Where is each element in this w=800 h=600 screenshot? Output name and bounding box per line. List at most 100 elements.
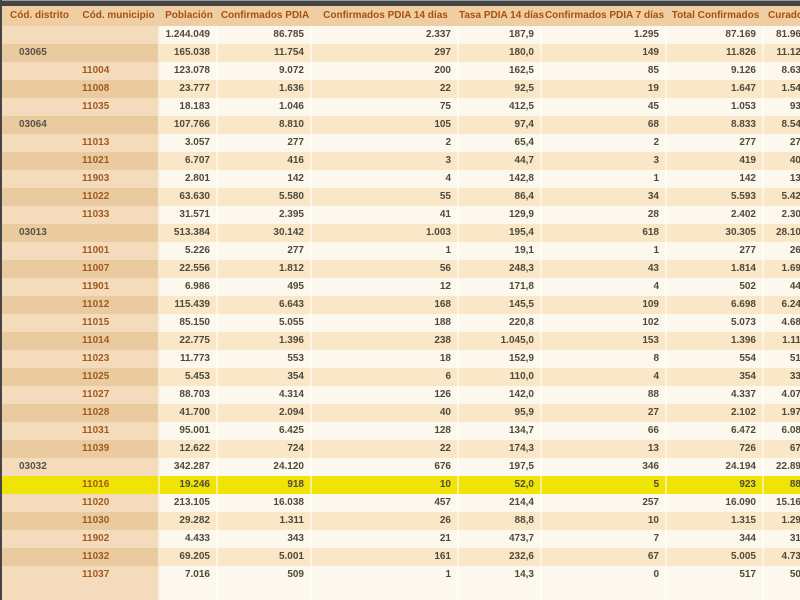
cell-confirmados_pdia_14: 6: [312, 368, 459, 386]
table-row[interactable]: 11022 63.630 5.580 55 86,4 34 5.593 5.42: [2, 188, 800, 206]
cell-confirmados_pdia_7: 4: [542, 278, 667, 296]
table-row[interactable]: 11035 18.183 1.046 75 412,5 45 1.053 93: [2, 98, 800, 116]
cell-municipio: 11033: [77, 206, 160, 224]
cell-distrito: [2, 404, 77, 422]
cell-curados: 27: [764, 134, 800, 152]
cell-tasa_pdia_14: 52,0: [459, 476, 542, 494]
table-row[interactable]: 11903 2.801 142 4 142,8 1 142 13: [2, 170, 800, 188]
cell-confirmados_pdia: 30.142: [218, 224, 312, 242]
cell-confirmados_pdia_14: 1: [312, 566, 459, 584]
cell-poblacion: 19.246: [160, 476, 218, 494]
column-header-poblacion[interactable]: Población: [160, 6, 218, 26]
column-header-confirmados-pdia-14-dias[interactable]: Confirmados PDIA 14 días: [312, 6, 459, 26]
cell-distrito: [2, 314, 77, 332]
table-row[interactable]: 11021 6.707 416 3 44,7 3 419 40: [2, 152, 800, 170]
table-row[interactable]: 11028 41.700 2.094 40 95,9 27 2.102 1.97: [2, 404, 800, 422]
cell-tasa_pdia_14: 152,9: [459, 350, 542, 368]
column-header-confirmados-pdia[interactable]: Confirmados PDIA: [218, 6, 312, 26]
cell-distrito: [2, 368, 77, 386]
table-row[interactable]: 11020 213.105 16.038 457 214,4 257 16.090 15.16: [2, 494, 800, 512]
table-row[interactable]: 11008 23.777 1.636 22 92,5 19 1.647 1.54: [2, 80, 800, 98]
table-row[interactable]: 11027 88.703 4.314 126 142,0 88 4.337 4.07: [2, 386, 800, 404]
cell-confirmados_pdia_7: 618: [542, 224, 667, 242]
column-header-total-confirmados[interactable]: Total Confirmados: [667, 6, 764, 26]
cell-confirmados_pdia_7: 67: [542, 548, 667, 566]
cell-confirmados_pdia: 2.094: [218, 404, 312, 422]
cell-curados: 6.08: [764, 422, 800, 440]
column-header-curados[interactable]: Curados: [764, 6, 800, 26]
column-header-distrito[interactable]: Cód. distrito: [2, 6, 77, 26]
table-row[interactable]: 11001 5.226 277 1 19,1 1 277 26: [2, 242, 800, 260]
column-header-confirmados-pdia-7-dias[interactable]: Confirmados PDIA 7 días: [542, 6, 667, 26]
cell-curados: 1.29: [764, 512, 800, 530]
cell-curados: 31: [764, 530, 800, 548]
cell-curados: 28.10: [764, 224, 800, 242]
cell-curados: 2.30: [764, 206, 800, 224]
cell-confirmados_pdia_7: 153: [542, 332, 667, 350]
table-row[interactable]: 03065 165.038 11.754 297 180,0 149 11.826 11.12: [2, 44, 800, 62]
table-row[interactable]: 11032 69.205 5.001 161 232,6 67 5.005 4.73: [2, 548, 800, 566]
cell-confirmados_pdia_14: 4: [312, 170, 459, 188]
cell-curados: 88: [764, 476, 800, 494]
table-row[interactable]: 11030 29.282 1.311 26 88,8 10 1.315 1.29: [2, 512, 800, 530]
cell-confirmados_pdia: 416: [218, 152, 312, 170]
cell-total_confirmados: 5.005: [667, 548, 764, 566]
table-row[interactable]: 11033 31.571 2.395 41 129,9 28 2.402 2.30: [2, 206, 800, 224]
column-header-municipio[interactable]: Cód. municipio: [77, 6, 160, 26]
cell-municipio: 11031: [77, 422, 160, 440]
cell-total_confirmados: 30.305: [667, 224, 764, 242]
table-row[interactable]: 03032 342.287 24.120 676 197,5 346 24.194 22.89: [2, 458, 800, 476]
cell-confirmados_pdia_14: 238: [312, 332, 459, 350]
cell-confirmados_pdia_7: 1: [542, 170, 667, 188]
cell-empty: [459, 584, 542, 600]
table-row[interactable]: 11025 5.453 354 6 110,0 4 354 33: [2, 368, 800, 386]
cell-confirmados_pdia_14: 22: [312, 80, 459, 98]
table-row[interactable]: 1.244.049 86.785 2.337 187,9 1.295 87.169 81.9…: [2, 26, 800, 44]
cell-total_confirmados: 419: [667, 152, 764, 170]
cell-confirmados_pdia_7: 13: [542, 440, 667, 458]
table-row[interactable]: 11037 7.016 509 1 14,3 0 517 50: [2, 566, 800, 584]
cell-curados: 1.54: [764, 80, 800, 98]
table-row-partial[interactable]: [2, 584, 800, 600]
table-row[interactable]: 03064 107.766 8.810 105 97,4 68 8.833 8.54: [2, 116, 800, 134]
table-row[interactable]: 11015 85.150 5.055 188 220,8 102 5.073 4.68: [2, 314, 800, 332]
cell-confirmados_pdia_7: 257: [542, 494, 667, 512]
table-row[interactable]: 11014 22.775 1.396 238 1.045,0 153 1.396 1.11: [2, 332, 800, 350]
table-row[interactable]: 11007 22.556 1.812 56 248,3 43 1.814 1.69: [2, 260, 800, 278]
cell-municipio: [77, 458, 160, 476]
cell-total_confirmados: 6.698: [667, 296, 764, 314]
table-row[interactable]: 11023 11.773 553 18 152,9 8 554 51: [2, 350, 800, 368]
table-row[interactable]: 11013 3.057 277 2 65,4 2 277 27: [2, 134, 800, 152]
cell-poblacion: 342.287: [160, 458, 218, 476]
table-row[interactable]: 03013 513.384 30.142 1.003 195,4 618 30.305 28.…: [2, 224, 800, 242]
table-row[interactable]: 11901 6.986 495 12 171,8 4 502 44: [2, 278, 800, 296]
cell-distrito: [2, 440, 77, 458]
cell-confirmados_pdia: 354: [218, 368, 312, 386]
table-row[interactable]: 11902 4.433 343 21 473,7 7 344 31: [2, 530, 800, 548]
cell-confirmados_pdia: 343: [218, 530, 312, 548]
cell-tasa_pdia_14: 44,7: [459, 152, 542, 170]
cell-municipio: 11016: [77, 476, 160, 494]
table-row[interactable]: 11012 115.439 6.643 168 145,5 109 6.698 6.24: [2, 296, 800, 314]
cell-tasa_pdia_14: 142,0: [459, 386, 542, 404]
cell-curados: 11.12: [764, 44, 800, 62]
cell-total_confirmados: 8.833: [667, 116, 764, 134]
cell-distrito: [2, 296, 77, 314]
table-row-selected[interactable]: 11016 19.246 918 10 52,0 5 923 88: [2, 476, 800, 494]
cell-curados: 33: [764, 368, 800, 386]
cell-confirmados_pdia: 1.311: [218, 512, 312, 530]
cell-confirmados_pdia_14: 168: [312, 296, 459, 314]
table-row[interactable]: 11031 95.001 6.425 128 134,7 66 6.472 6.08: [2, 422, 800, 440]
cell-confirmados_pdia_7: 88: [542, 386, 667, 404]
cell-confirmados_pdia: 1.812: [218, 260, 312, 278]
cell-empty: [312, 584, 459, 600]
cell-poblacion: 6.707: [160, 152, 218, 170]
cell-confirmados_pdia: 2.395: [218, 206, 312, 224]
cell-confirmados_pdia_14: 2: [312, 134, 459, 152]
table-row[interactable]: 11039 12.622 724 22 174,3 13 726 67: [2, 440, 800, 458]
table-row[interactable]: 11004 123.078 9.072 200 162,5 85 9.126 8.63: [2, 62, 800, 80]
cell-curados: 81.96: [764, 26, 800, 44]
cell-tasa_pdia_14: 171,8: [459, 278, 542, 296]
cell-confirmados_pdia_14: 297: [312, 44, 459, 62]
column-header-tasa-pdia-14-dias[interactable]: Tasa PDIA 14 días: [459, 6, 544, 26]
